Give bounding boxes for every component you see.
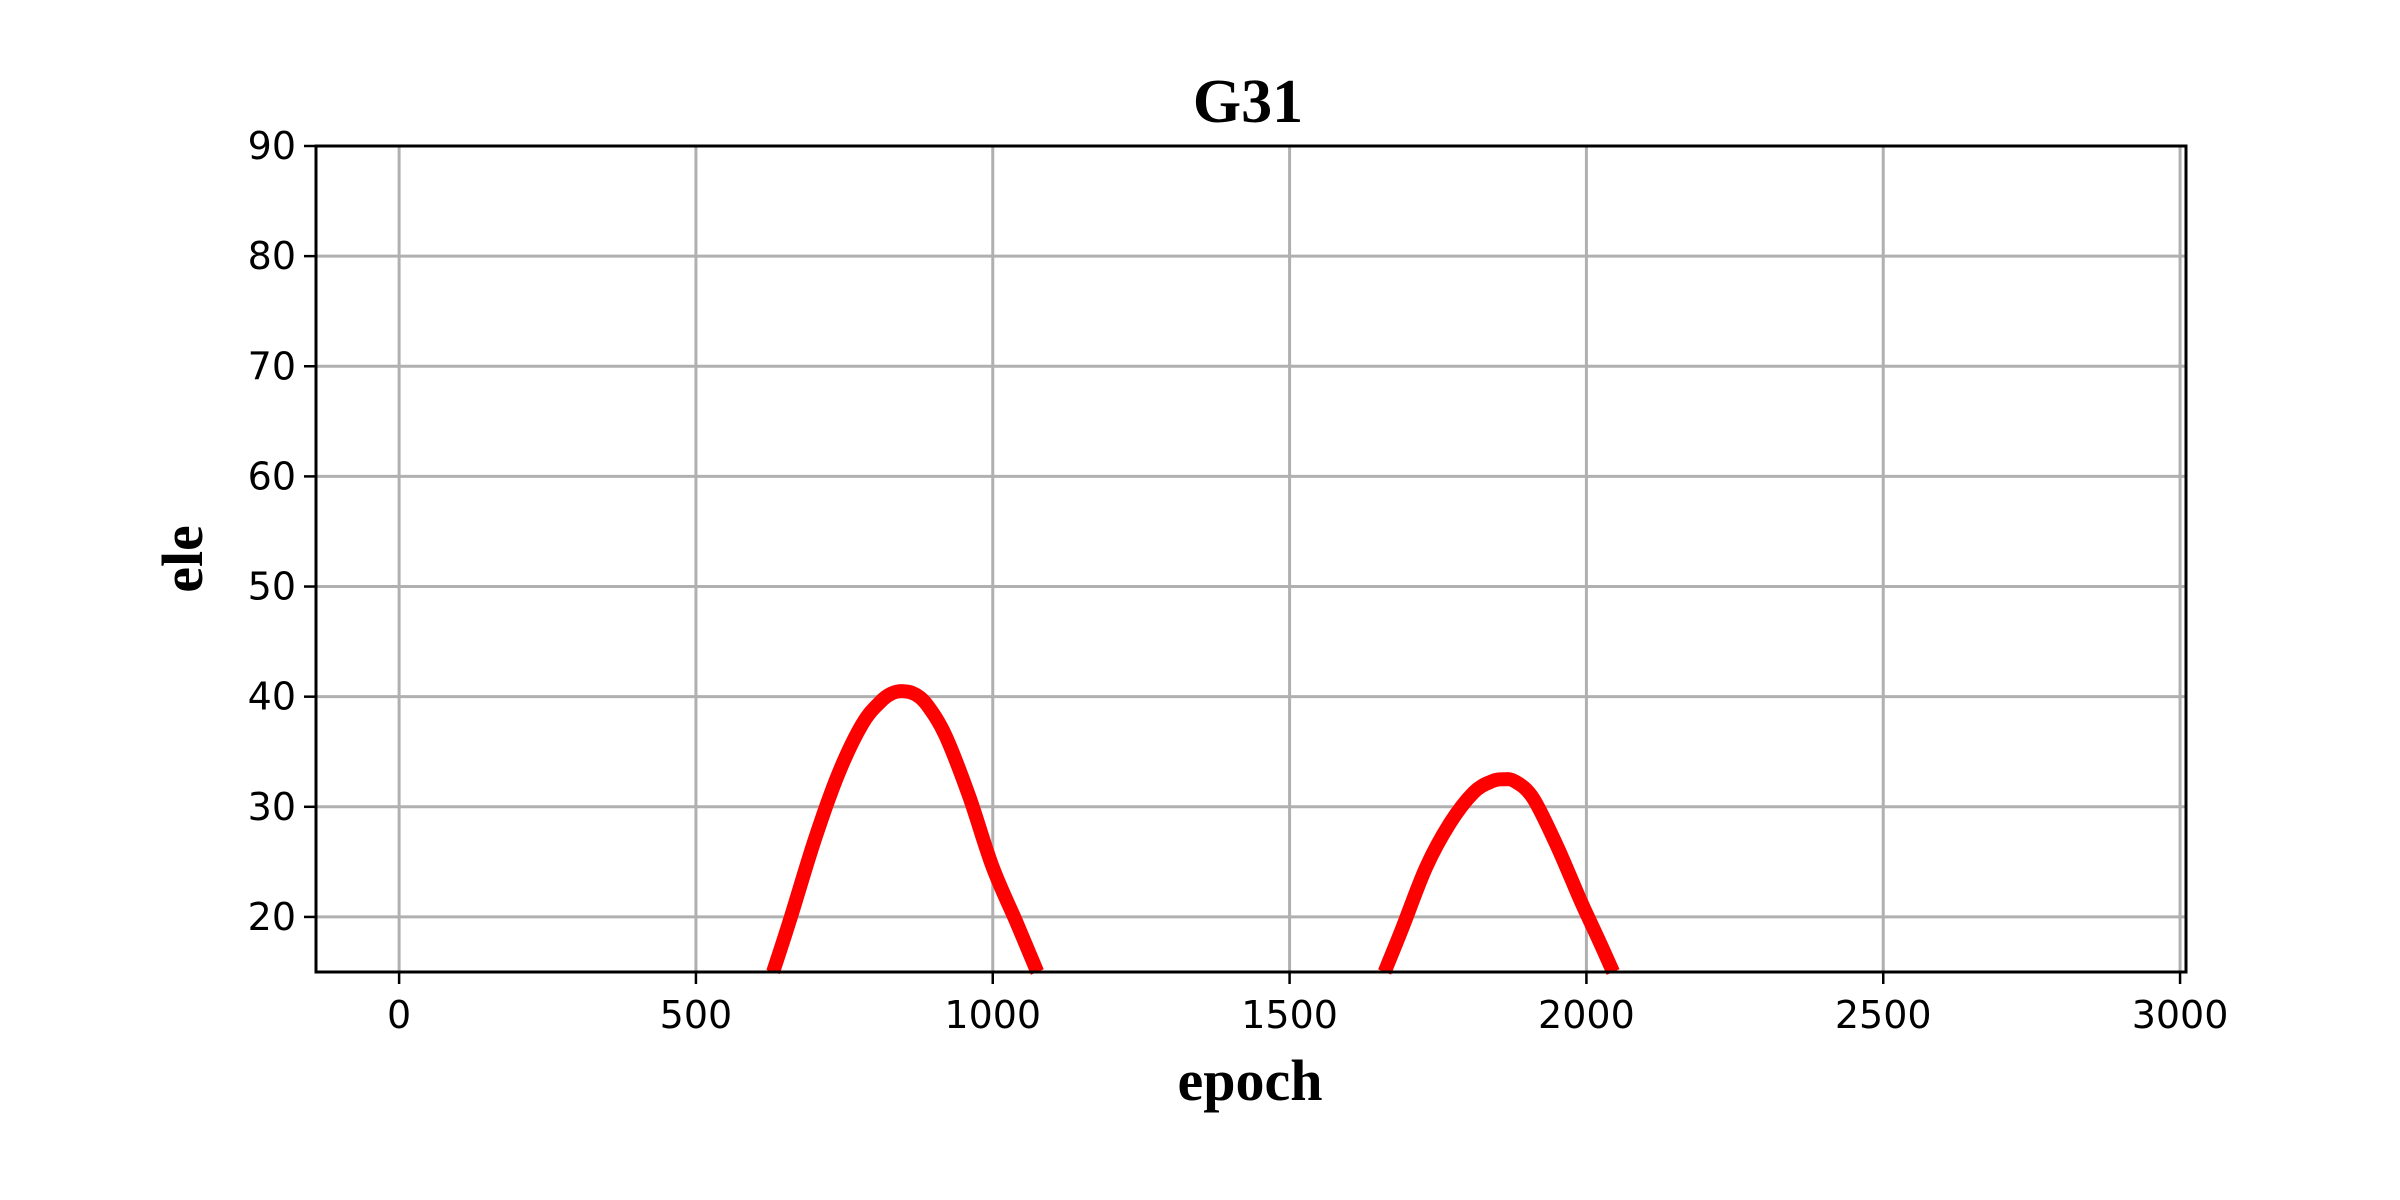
y-tick-label: 80 (248, 234, 296, 278)
x-axis-label: epoch (1178, 1048, 1323, 1113)
y-tick-label: 70 (248, 344, 296, 388)
y-tick-label: 20 (248, 895, 296, 939)
x-tick-label: 0 (387, 993, 411, 1037)
series-lines (766, 684, 1620, 975)
y-axis-label: ele (150, 525, 215, 593)
chart-title: G31 (1193, 68, 1303, 136)
x-tick-label: 2000 (1538, 993, 1635, 1037)
x-tick-label: 3000 (2132, 993, 2229, 1037)
y-tick-label: 40 (248, 675, 296, 719)
x-tick-label: 2500 (1835, 993, 1932, 1037)
y-tick-label: 30 (248, 785, 296, 829)
y-tick-label: 90 (248, 124, 296, 168)
x-tick-label: 500 (660, 993, 733, 1037)
y-tick-label: 50 (248, 565, 296, 609)
x-tick-label: 1000 (944, 993, 1041, 1037)
plot-frame (314, 144, 2188, 974)
x-tick-label: 1500 (1241, 993, 1338, 1037)
axis-ticks: 0 500 1000 1500 2000 2500 3000 20 30 40 50 60 70 80 90 (248, 124, 2229, 1037)
elevation-arc (1378, 772, 1620, 975)
grid-lines (316, 144, 2186, 972)
elevation-arc (766, 684, 1044, 975)
y-tick-label: 60 (248, 454, 296, 498)
